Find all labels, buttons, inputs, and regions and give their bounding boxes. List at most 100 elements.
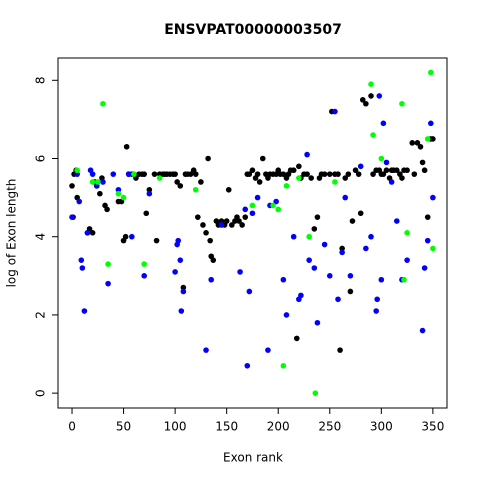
point	[376, 93, 383, 99]
point	[151, 171, 158, 177]
point	[363, 245, 369, 252]
point	[105, 280, 111, 287]
point	[326, 273, 333, 279]
point	[414, 140, 421, 146]
point	[172, 171, 178, 177]
point	[131, 171, 137, 177]
point	[175, 237, 182, 244]
point	[352, 167, 359, 174]
point	[69, 214, 75, 220]
point	[347, 273, 354, 279]
point	[239, 222, 245, 228]
point	[249, 210, 256, 217]
point	[326, 171, 333, 177]
point	[115, 186, 122, 193]
point	[370, 132, 376, 138]
point	[383, 167, 390, 174]
point	[100, 100, 106, 107]
point	[430, 194, 436, 201]
point	[180, 284, 187, 291]
point	[129, 233, 135, 240]
point	[296, 175, 302, 181]
point	[393, 167, 400, 174]
point	[321, 241, 328, 248]
point	[223, 218, 230, 224]
point	[424, 136, 431, 142]
point	[368, 93, 374, 99]
point	[218, 218, 225, 224]
point	[363, 100, 369, 107]
point	[242, 214, 249, 220]
point	[203, 230, 209, 236]
point	[84, 230, 91, 236]
y-tick-label: 4	[34, 233, 48, 241]
point	[378, 155, 385, 162]
point	[236, 218, 242, 224]
point	[380, 171, 387, 177]
point	[141, 273, 147, 279]
x-axis-label: Exon rank	[223, 451, 283, 465]
point	[146, 190, 153, 197]
point	[244, 362, 251, 369]
point	[242, 206, 249, 213]
point	[399, 100, 405, 107]
point	[342, 194, 349, 201]
point	[290, 167, 297, 174]
point	[270, 202, 276, 209]
point	[177, 183, 184, 189]
point	[246, 288, 253, 295]
point	[249, 202, 256, 209]
point	[428, 69, 434, 76]
point	[203, 347, 209, 353]
point	[180, 288, 187, 295]
point	[314, 319, 321, 326]
point	[368, 233, 374, 240]
point	[74, 171, 80, 177]
point	[304, 171, 310, 177]
point	[177, 257, 184, 263]
y-axis-label: log of Exon length	[5, 179, 19, 288]
point	[306, 233, 312, 240]
point	[229, 222, 235, 228]
point	[256, 179, 263, 185]
point	[195, 214, 201, 220]
point	[335, 171, 341, 177]
point	[378, 276, 385, 283]
point	[69, 183, 75, 189]
x-tick-label: 100	[164, 420, 187, 434]
point	[357, 210, 364, 217]
point	[304, 151, 310, 158]
point	[123, 143, 130, 150]
point	[373, 308, 379, 314]
point	[308, 175, 315, 181]
point	[349, 218, 356, 224]
point	[339, 245, 345, 252]
point	[283, 312, 290, 318]
point	[78, 257, 85, 263]
x-tick-label: 300	[370, 420, 393, 434]
point	[207, 237, 213, 244]
point	[205, 155, 211, 162]
point	[81, 308, 88, 314]
point	[383, 159, 390, 166]
point	[254, 171, 261, 177]
point	[187, 171, 194, 177]
point	[421, 265, 428, 271]
point	[89, 179, 96, 185]
point	[290, 233, 297, 240]
point	[208, 276, 215, 283]
point	[237, 269, 243, 275]
point	[424, 214, 431, 220]
point	[141, 171, 147, 177]
point	[335, 296, 341, 303]
point	[143, 210, 150, 217]
point	[210, 257, 217, 263]
point	[401, 276, 407, 283]
point	[192, 186, 199, 193]
point	[125, 171, 132, 177]
point	[347, 288, 354, 295]
point	[156, 175, 163, 181]
point	[306, 257, 312, 263]
